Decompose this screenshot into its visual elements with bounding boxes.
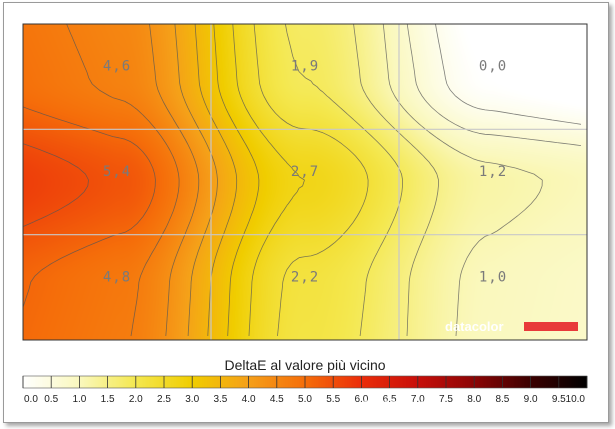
scale-tick-label-6: 3.0 <box>185 394 199 405</box>
scale-tick-label-20: 10.0 <box>566 394 586 405</box>
cell-value-r1-c1: 2,7 <box>291 164 319 180</box>
heatmap-chart: 4,6 1,9 0,0 5,4 2,7 1,2 4,8 2,2 1,0 datacolor De… <box>22 23 588 411</box>
logo-text: datacolor <box>445 319 504 334</box>
cell-value-r1-c0: 5,4 <box>103 164 131 180</box>
chart-title: DeltaE al valore più vicino <box>224 357 385 373</box>
color-scale-ticks: 0.0 0.5 1.0 1.5 2.0 2.5 3.0 3.5 4.0 4.5 5.0 5.5 6.0 6… <box>22 376 588 405</box>
scale-tick-label-2: 1.0 <box>72 394 86 405</box>
plot-border <box>22 23 588 341</box>
scale-tick-label-8: 4.0 <box>242 394 256 405</box>
scale-tick-label-4: 2.0 <box>129 394 143 405</box>
contour-line-10 <box>149 24 200 337</box>
scale-tick-label-10: 5.0 <box>298 394 312 405</box>
scale-tick-label-12: 6.0 <box>354 394 368 405</box>
contour-line-1 <box>406 24 582 146</box>
scale-tick-label-17: 8.5 <box>495 394 509 405</box>
chart-frame: 4,6 1,9 0,0 5,4 2,7 1,2 4,8 2,2 1,0 datacolor De… <box>3 2 609 423</box>
color-scale-legend: 0.0 0.5 1.0 1.5 2.0 2.5 3.0 3.5 4.0 4.5 5.0 5.5 6.0 6… <box>22 375 588 405</box>
contour-line-4 <box>285 24 403 337</box>
contour-lines <box>23 24 582 337</box>
cell-value-r1-c2: 1,2 <box>479 164 507 180</box>
cell-value-r0-c2: 0,0 <box>479 59 507 75</box>
scale-tick-label-9: 4.5 <box>270 394 284 405</box>
contour-line-11 <box>66 24 180 337</box>
logo-accent-bar <box>524 322 578 331</box>
plot-area: 4,6 1,9 0,0 5,4 2,7 1,2 4,8 2,2 1,0 datacolor <box>22 23 588 341</box>
scale-tick-label-16: 8.0 <box>467 394 481 405</box>
datacolor-logo: datacolor <box>445 319 578 334</box>
cell-value-r2-c2: 1,0 <box>479 269 507 285</box>
contour-line-6 <box>232 24 305 337</box>
cell-value-r0-c0: 4,6 <box>103 59 131 75</box>
cell-value-r2-c1: 2,2 <box>291 269 319 285</box>
cell-value-r2-c0: 4,8 <box>103 269 131 285</box>
scale-tick-label-15: 7.5 <box>439 394 453 405</box>
scale-tick-label-14: 7.0 <box>411 394 425 405</box>
scale-tick-label-11: 5.5 <box>326 394 340 405</box>
scale-tick-label-13: 6.5 <box>383 394 397 405</box>
contour-line-0 <box>435 24 582 125</box>
heatmap-surface <box>23 24 587 340</box>
grid-lines <box>23 24 587 340</box>
scale-tick-label-0: 0.0 <box>24 394 38 405</box>
cell-value-r0-c1: 1,9 <box>291 59 319 75</box>
contour-line-3 <box>353 24 439 337</box>
scale-tick-label-1: 0.5 <box>44 394 58 405</box>
cell-labels: 4,6 1,9 0,0 5,4 2,7 1,2 4,8 2,2 1,0 <box>103 59 507 286</box>
scale-tick-label-7: 3.5 <box>213 394 227 405</box>
scale-tick-label-3: 1.5 <box>101 394 115 405</box>
scale-tick-label-19: 9.5 <box>552 394 566 405</box>
scale-tick-label-5: 2.5 <box>157 394 171 405</box>
watermark-text: tomshw.it <box>364 395 429 411</box>
scale-tick-label-18: 9.0 <box>524 394 538 405</box>
contour-line-5 <box>253 24 369 337</box>
